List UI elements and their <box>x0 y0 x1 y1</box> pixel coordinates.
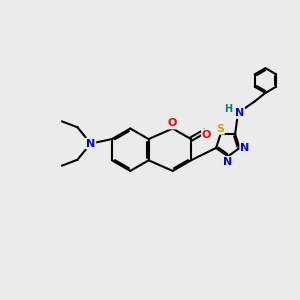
Text: N: N <box>223 157 232 167</box>
Text: N: N <box>235 108 244 118</box>
Text: S: S <box>216 124 224 134</box>
Text: O: O <box>168 118 177 128</box>
Text: N: N <box>240 143 250 153</box>
Text: H: H <box>225 104 233 114</box>
Text: N: N <box>86 139 95 148</box>
Text: O: O <box>202 130 211 140</box>
